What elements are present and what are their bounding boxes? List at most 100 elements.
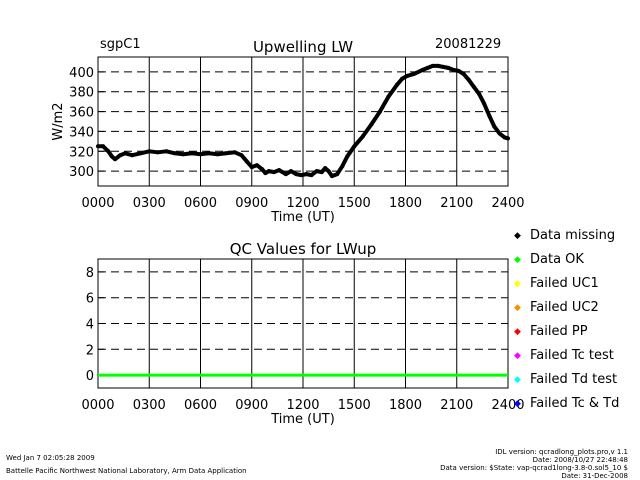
data-point [314, 169, 319, 174]
data-point [232, 150, 237, 155]
legend-label: Failed UC1 [530, 276, 599, 291]
data-point [181, 152, 186, 157]
data-point [441, 64, 446, 69]
y-tick-label: 340 [69, 125, 94, 140]
footer-idl-version: IDL version: qcradlong_plots.pro,v 1.1 [495, 448, 628, 456]
x-tick-label: 1500 [338, 196, 371, 211]
data-point [506, 136, 510, 141]
footer-idl-date: Date: 2008/10/27 22:48:48 [532, 456, 628, 464]
x-tick-label: 0900 [235, 398, 268, 413]
legend-label: Data OK [530, 252, 584, 267]
y-tick-label: 8 [86, 266, 94, 281]
data-point [309, 173, 314, 178]
y-tick-label: 2 [86, 343, 94, 358]
plot-frame [97, 56, 509, 187]
data-point [304, 172, 309, 177]
y-tick-label: 6 [86, 292, 94, 307]
data-point [123, 151, 128, 156]
footer-data-version: Data version: $State: vap-qcrad1long-3.8… [440, 464, 628, 472]
footer-lab: Battelle Pacific Northwest National Labo… [6, 467, 247, 475]
data-point [420, 67, 425, 72]
data-point [277, 168, 282, 173]
y-tick-label: 360 [69, 106, 94, 121]
x-tick-label: 1800 [389, 398, 422, 413]
legend-label: Failed PP [530, 324, 588, 339]
x-axis-label: Time (UT) [270, 412, 335, 427]
footer-timestamp: Wed Jan 7 02:05:28 2009 [6, 454, 95, 462]
legend-marker-icon: ◆ [514, 399, 521, 409]
data-point [345, 154, 350, 159]
data-point [138, 151, 143, 156]
data-point [155, 150, 160, 155]
series-line [98, 63, 509, 179]
data-point [446, 65, 451, 70]
data-point [319, 170, 324, 175]
y-tick-label: 4 [86, 318, 94, 333]
data-point [502, 135, 507, 140]
data-point [323, 166, 328, 171]
chart-title: Upwelling LW [253, 38, 353, 56]
data-point [360, 134, 365, 139]
legend-label: Failed Tc & Td [530, 396, 620, 411]
data-point [215, 152, 220, 157]
data-point [96, 144, 100, 149]
data-point [130, 153, 135, 158]
chart-title: QC Values for LWup [230, 240, 377, 258]
data-point [109, 154, 114, 159]
data-point [172, 151, 177, 156]
legend-marker-icon: ◆ [514, 231, 521, 241]
data-point [451, 67, 456, 72]
y-tick-label: 300 [69, 165, 94, 180]
data-point [335, 172, 340, 177]
legend-marker-icon: ◆ [514, 255, 521, 265]
legend-marker-icon: ◆ [514, 327, 521, 337]
data-point [254, 163, 259, 168]
data-point [106, 149, 111, 154]
data-point [113, 157, 118, 162]
x-tick-label: 2400 [491, 398, 524, 413]
data-point [330, 174, 334, 179]
x-tick-label: 2100 [440, 398, 473, 413]
x-axis-label: Time (UT) [270, 210, 335, 225]
data-point [224, 151, 229, 156]
x-tick-label: 0300 [133, 398, 166, 413]
data-point [190, 151, 194, 156]
data-point [456, 68, 461, 73]
data-point [207, 151, 211, 156]
legend-label: Failed Td test [530, 372, 618, 387]
data-point [386, 94, 391, 99]
data-point [466, 77, 471, 82]
data-point [260, 167, 264, 172]
x-tick-label: 0000 [81, 398, 114, 413]
data-point [326, 169, 331, 174]
data-point [482, 101, 487, 106]
y-tick-label: 380 [69, 86, 94, 101]
x-tick-label: 0900 [235, 196, 268, 211]
data-point [377, 109, 382, 114]
x-tick-label: 2400 [491, 196, 524, 211]
y-tick-label: 0 [86, 369, 94, 384]
data-point [471, 84, 476, 89]
plot-frame [97, 258, 509, 389]
data-point [101, 144, 106, 149]
x-tick-label: 1200 [286, 398, 319, 413]
x-tick-label: 0600 [184, 398, 217, 413]
data-point [266, 169, 271, 174]
data-point [405, 73, 410, 78]
site-label: sgpC1 [100, 37, 141, 52]
data-point [249, 165, 254, 170]
x-tick-label: 1800 [389, 196, 422, 211]
x-tick-label: 1200 [286, 196, 319, 211]
legend-marker-icon: ◆ [514, 375, 521, 385]
data-point [436, 63, 440, 68]
data-point [118, 153, 123, 158]
data-point [497, 131, 502, 136]
data-point [477, 91, 481, 96]
y-tick-label: 320 [69, 145, 94, 160]
data-point [289, 169, 293, 174]
data-point [198, 152, 203, 157]
x-tick-label: 2100 [440, 196, 473, 211]
legend-marker-icon: ◆ [514, 351, 521, 361]
x-tick-label: 0300 [133, 196, 166, 211]
